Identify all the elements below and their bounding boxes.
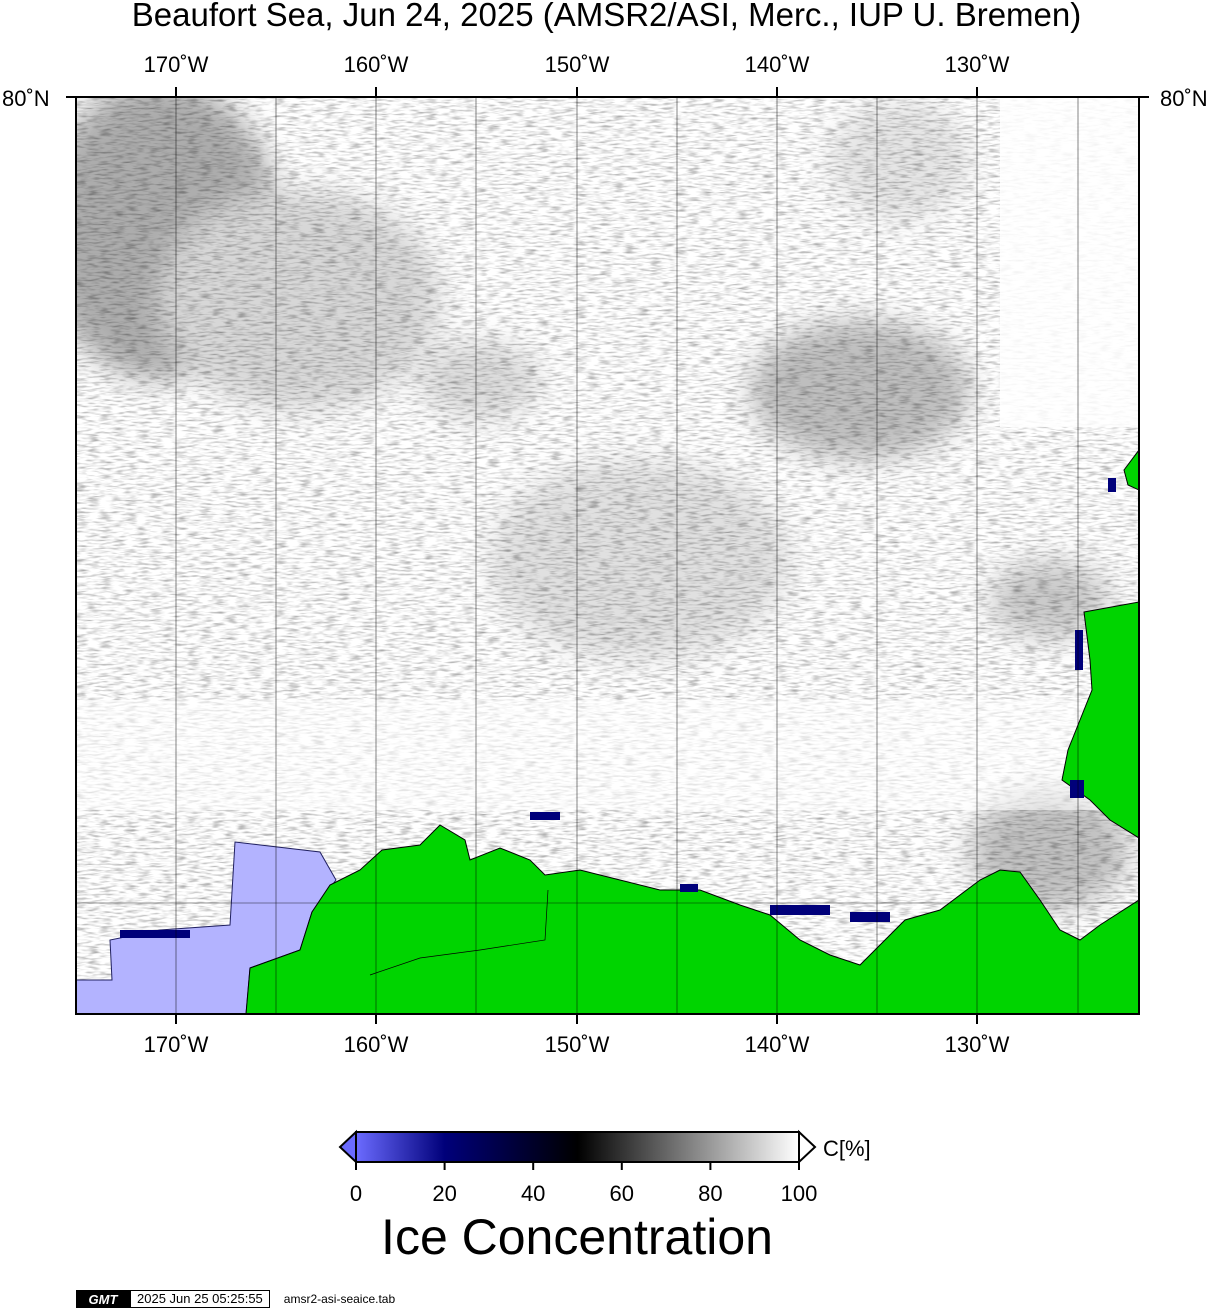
colorbar-tick-0: 0 bbox=[349, 1181, 363, 1206]
colorbar-tick-20: 20 bbox=[432, 1181, 457, 1206]
footer-timestamp: 2025 Jun 25 05:25:55 bbox=[130, 1290, 270, 1308]
land-banks-island bbox=[1061, 601, 1139, 839]
lon-label-bottom-140w: 140˚W bbox=[744, 1032, 810, 1057]
footer: GMT 2025 Jun 25 05:25:55 amsr2-asi-seaic… bbox=[76, 1290, 395, 1308]
colorbar-unit-label: C[%] bbox=[823, 1136, 871, 1161]
lon-label-bottom-130w: 130˚W bbox=[944, 1032, 1010, 1057]
lon-label-bottom-170w: 170˚W bbox=[143, 1032, 209, 1057]
colorbar-tick-80: 80 bbox=[698, 1181, 723, 1206]
lon-label-top-170w: 170˚W bbox=[143, 52, 209, 77]
colorbar bbox=[338, 1129, 817, 1170]
lat-label-right: 80˚N bbox=[1160, 86, 1208, 111]
graticule bbox=[76, 97, 1139, 1014]
lon-label-bottom-150w: 150˚W bbox=[544, 1032, 610, 1057]
colorbar-title: Ice Concentration bbox=[381, 1209, 773, 1265]
footer-filename: amsr2-asi-seaice.tab bbox=[283, 1292, 396, 1306]
lon-label-top-130w: 130˚W bbox=[944, 52, 1010, 77]
land-alaska bbox=[245, 824, 1139, 1014]
colorbar-tick-60: 60 bbox=[609, 1181, 635, 1206]
open-water-band bbox=[76, 700, 1139, 810]
colorbar-tick-100: 100 bbox=[780, 1181, 818, 1206]
colorbar-low-triangle bbox=[338, 1129, 357, 1165]
map-title: Beaufort Sea, Jun 24, 2025 (AMSR2/ASI, M… bbox=[131, 0, 1082, 33]
map-border bbox=[75, 96, 1140, 1015]
political-border bbox=[369, 889, 549, 976]
open-water-east bbox=[1000, 97, 1139, 427]
lon-label-top-140w: 140˚W bbox=[744, 52, 810, 77]
lon-label-bottom-160w: 160˚W bbox=[343, 1032, 409, 1057]
colorbar-gradient bbox=[355, 1131, 800, 1163]
lon-label-top-160w: 160˚W bbox=[343, 52, 409, 77]
colorbar-tick-40: 40 bbox=[520, 1181, 546, 1206]
land-island-northeast bbox=[1123, 449, 1139, 491]
lon-label-top-150w: 150˚W bbox=[544, 52, 610, 77]
low-concentration-edges bbox=[120, 478, 1116, 938]
gmt-logo: GMT bbox=[76, 1290, 130, 1308]
colorbar-high-triangle bbox=[798, 1129, 817, 1165]
axis-ticks bbox=[66, 87, 1149, 1024]
lat-label-left: 80˚N bbox=[2, 86, 50, 111]
